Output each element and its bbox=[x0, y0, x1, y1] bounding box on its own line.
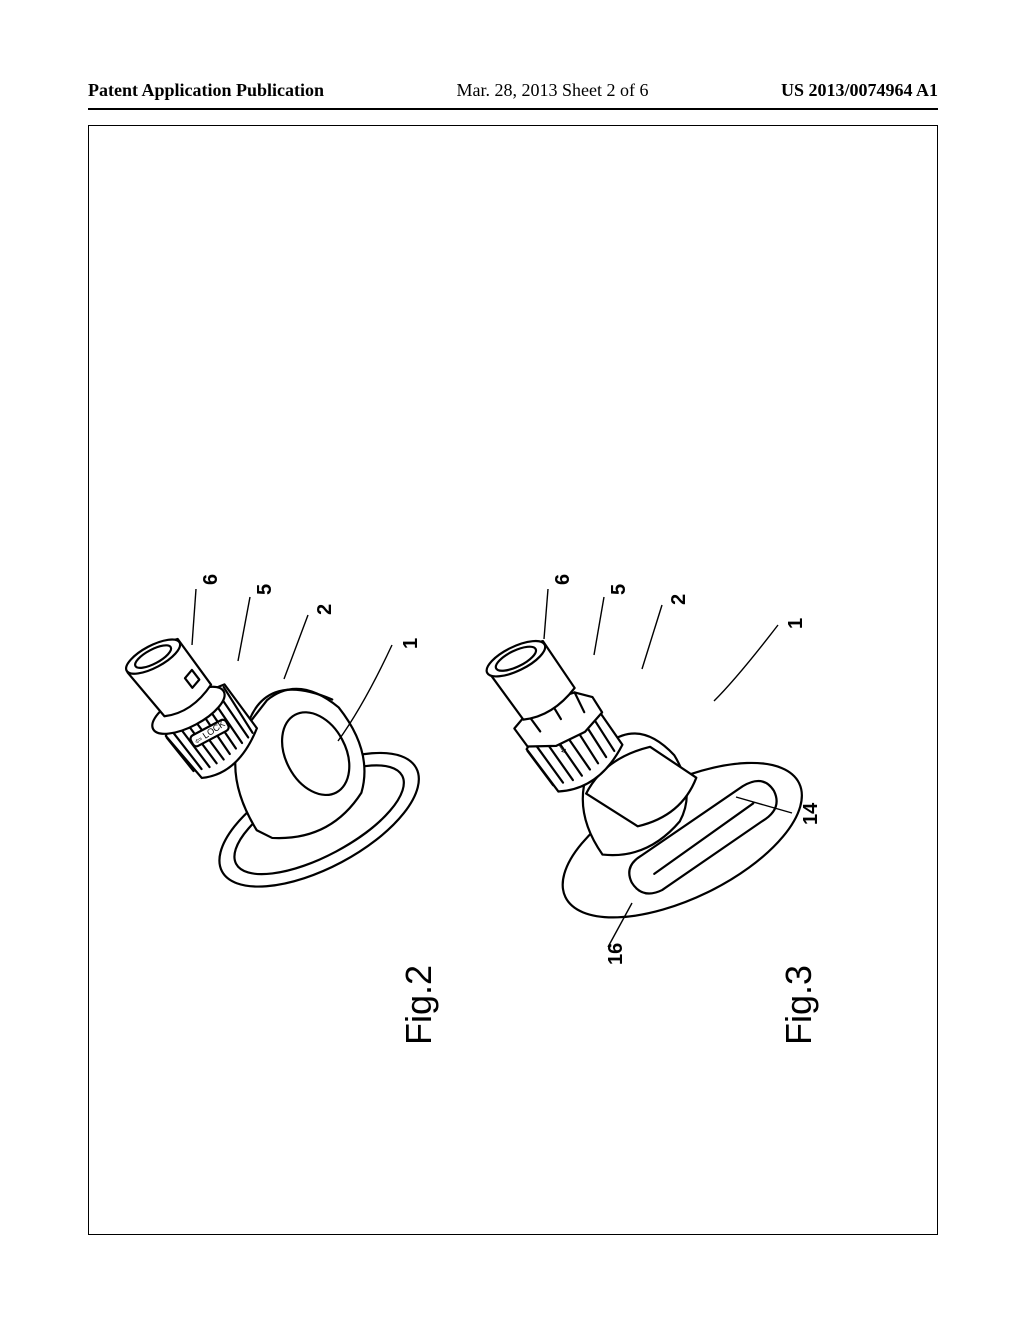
page-header: Patent Application Publication Mar. 28, … bbox=[88, 80, 938, 106]
fig3-ref-6: 6 bbox=[552, 574, 575, 585]
header-left: Patent Application Publication bbox=[88, 80, 324, 106]
fig3-ref-1: 1 bbox=[785, 618, 808, 629]
fig2-ref-6: 6 bbox=[200, 574, 223, 585]
fig3-ref-5: 5 bbox=[608, 584, 631, 595]
fig3-ref-14: 14 bbox=[800, 803, 823, 825]
fig3-ref-16: 16 bbox=[605, 943, 628, 965]
header-rule bbox=[88, 108, 938, 110]
fig3-ref-2: 2 bbox=[668, 594, 691, 605]
fig2-ref-5: 5 bbox=[254, 584, 277, 595]
header-center: Mar. 28, 2013 Sheet 2 of 6 bbox=[457, 80, 649, 106]
figure-area: ⇦ LOCK bbox=[88, 125, 938, 1235]
leader-lines bbox=[88, 125, 938, 1235]
fig2-ref-2: 2 bbox=[314, 604, 337, 615]
header-right: US 2013/0074964 A1 bbox=[781, 80, 938, 106]
fig2-ref-1: 1 bbox=[400, 638, 423, 649]
